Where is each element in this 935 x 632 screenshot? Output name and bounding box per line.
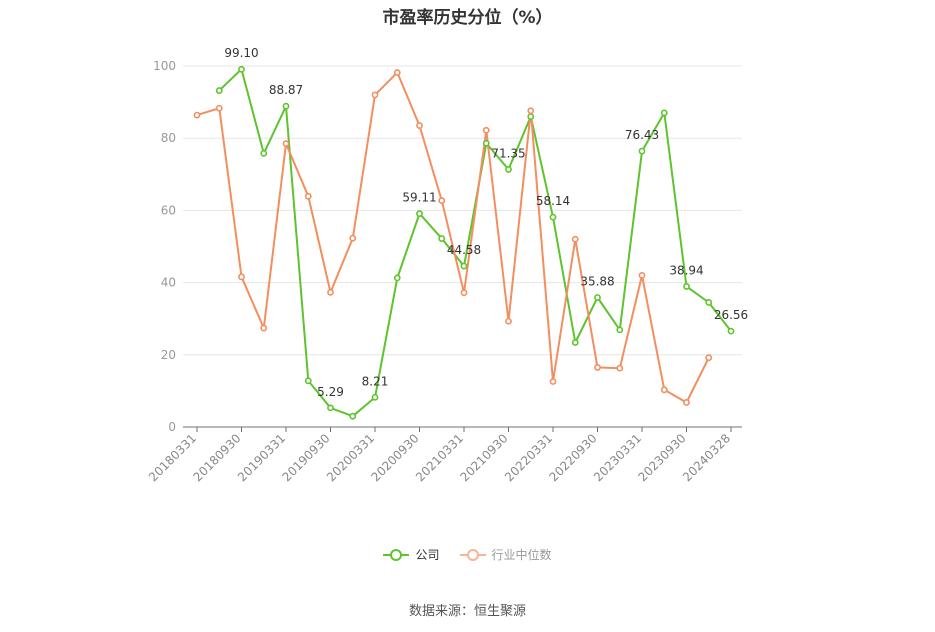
data-point: [683, 283, 690, 290]
y-axis: 0 20 40 60 80 100: [153, 59, 176, 434]
data-label: 71.35: [491, 146, 525, 160]
grid-lines: [183, 65, 742, 356]
data-point: [594, 294, 601, 301]
legend-item-industry-median[interactable]: 行业中位数: [459, 546, 552, 563]
data-point: [416, 122, 423, 129]
x-axis: 2018033120180930201903312019093020200331…: [146, 426, 742, 484]
data-point: [660, 109, 668, 117]
data-point: [505, 166, 512, 173]
data-label: 8.21: [362, 374, 389, 388]
legend: 公司 行业中位数: [0, 546, 935, 563]
data-point: [327, 404, 334, 412]
data-point: [438, 235, 446, 242]
series-lines: [193, 65, 735, 420]
data-point: [371, 91, 379, 99]
data-point: [416, 210, 423, 218]
series-line-1: [196, 71, 710, 404]
data-point: [660, 386, 668, 394]
data-label: 44.58: [447, 243, 481, 257]
x-tick-label: 20240328: [680, 431, 733, 484]
data-point: [527, 107, 535, 115]
data-point: [549, 378, 557, 385]
data-point: [282, 140, 290, 148]
data-point: [304, 377, 312, 385]
data-point: [505, 317, 512, 325]
data-point: [260, 324, 268, 332]
data-source-note: 数据来源：恒生聚源: [408, 604, 526, 619]
y-tick-label: 80: [161, 131, 176, 145]
data-point: [638, 147, 646, 155]
legend-item-company[interactable]: 公司: [383, 546, 440, 563]
data-point: [594, 364, 601, 371]
data-point: [727, 327, 735, 335]
data-labels: 99.10 88.87 5.29 8.21 59.11 44.58 71.35 58.14 35…: [224, 46, 748, 399]
data-point: [438, 197, 446, 205]
data-point: [683, 399, 690, 406]
data-point: [304, 192, 312, 200]
data-point: [482, 139, 490, 147]
data-label: 38.94: [669, 263, 703, 277]
data-point: [238, 273, 245, 281]
legend-company-line-icon: [383, 548, 410, 562]
data-point: [393, 274, 401, 282]
y-tick-label: 0: [168, 420, 176, 434]
y-tick-label: 100: [153, 59, 176, 73]
data-point: [638, 271, 646, 279]
data-point: [571, 339, 579, 346]
data-label: 99.10: [224, 46, 258, 60]
data-point: [460, 262, 468, 270]
y-tick-label: 40: [161, 276, 176, 290]
data-point: [705, 354, 713, 362]
data-label: 59.11: [402, 191, 436, 205]
data-point: [238, 65, 245, 73]
data-label: 58.14: [536, 194, 570, 208]
data-point: [393, 69, 401, 76]
data-label: 26.56: [714, 308, 748, 322]
data-point: [282, 102, 290, 110]
data-point: [705, 299, 713, 306]
legend-industry-label: 行业中位数: [491, 548, 552, 562]
data-point: [215, 104, 223, 112]
chart-title: 市盈率历史分位（%）: [382, 8, 553, 28]
data-point: [260, 149, 268, 157]
data-label: 5.29: [317, 385, 344, 399]
data-point: [549, 213, 557, 221]
data-point: [616, 326, 624, 334]
data-point: [193, 111, 201, 119]
y-tick-label: 60: [161, 203, 176, 217]
data-label: 88.87: [269, 83, 303, 97]
legend-company-label: 公司: [415, 548, 440, 562]
data-label: 35.88: [580, 274, 614, 288]
data-point: [460, 289, 468, 297]
data-point: [371, 393, 379, 401]
data-point: [527, 113, 535, 120]
data-point: [327, 288, 334, 296]
data-point: [215, 87, 223, 94]
legend-industry-line-icon: [459, 548, 486, 562]
data-point: [349, 412, 357, 420]
data-point: [349, 234, 357, 242]
data-point: [616, 364, 624, 372]
y-tick-label: 20: [161, 348, 176, 362]
data-point: [571, 235, 579, 243]
data-label: 76.43: [625, 128, 659, 142]
data-point: [482, 126, 490, 134]
